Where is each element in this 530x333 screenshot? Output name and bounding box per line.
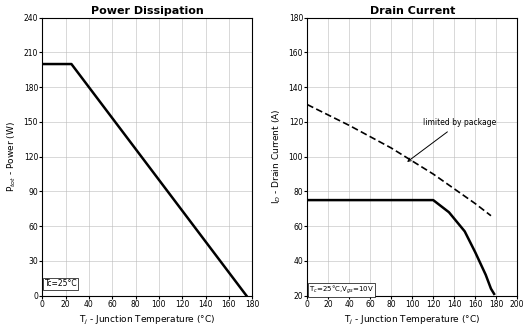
Text: Tc=25°C: Tc=25°C [45,279,77,288]
X-axis label: T$_j$ - Junction Temperature (°C): T$_j$ - Junction Temperature (°C) [79,314,215,327]
X-axis label: T$_j$ - Junction Temperature (°C): T$_j$ - Junction Temperature (°C) [344,314,480,327]
Title: Power Dissipation: Power Dissipation [91,6,204,16]
Y-axis label: P$_{tot}$ - Power (W): P$_{tot}$ - Power (W) [5,121,18,192]
Text: T$_c$=25°C,V$_{gs}$=10V: T$_c$=25°C,V$_{gs}$=10V [310,284,374,296]
Y-axis label: I$_D$ - Drain Current (A): I$_D$ - Drain Current (A) [270,109,283,204]
Text: limited by package: limited by package [408,119,496,161]
Title: Drain Current: Drain Current [369,6,455,16]
